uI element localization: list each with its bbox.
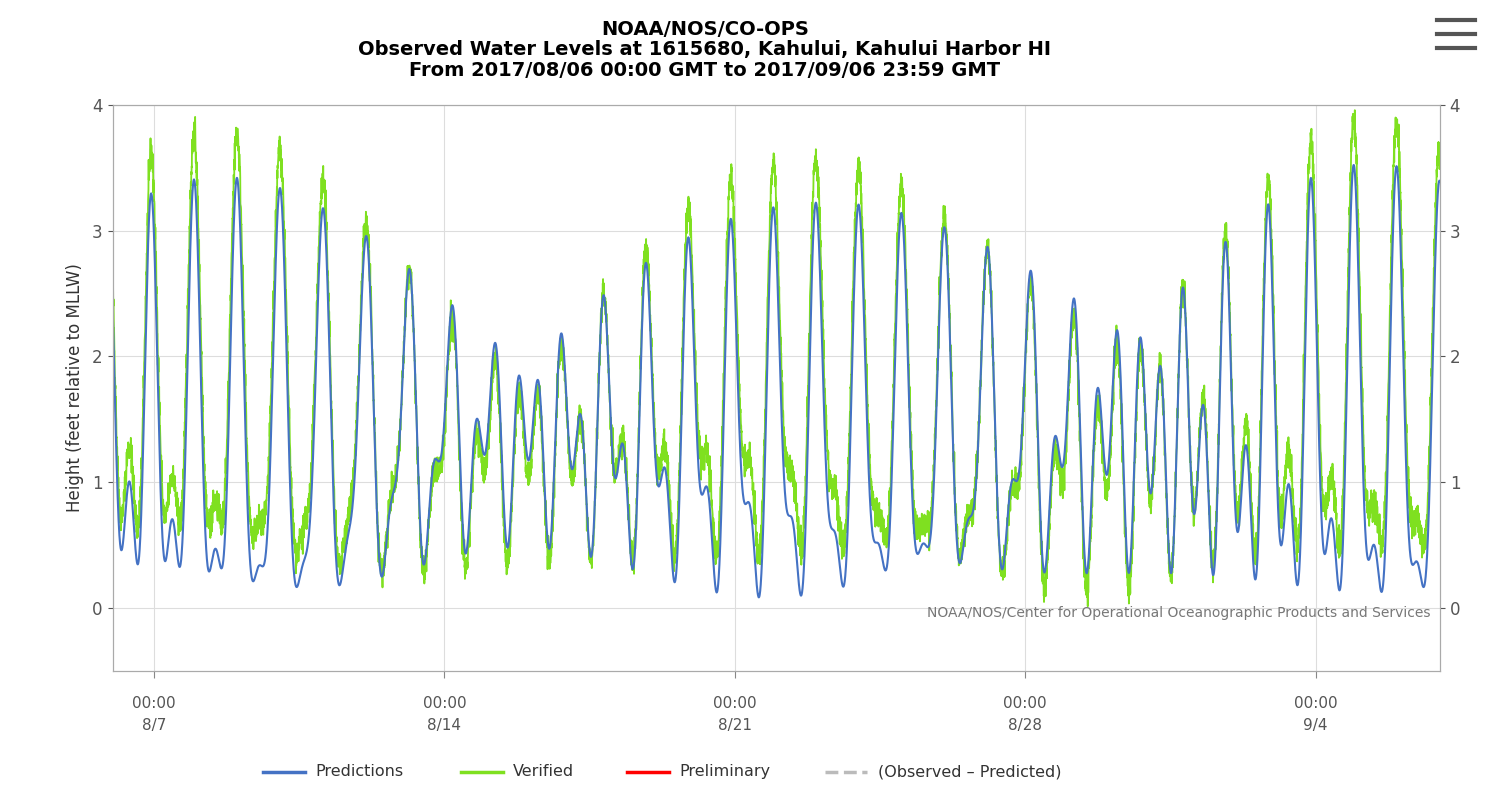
Text: NOAA/NOS/CO-OPS: NOAA/NOS/CO-OPS — [602, 20, 808, 40]
Text: Verified: Verified — [513, 764, 574, 779]
Text: Preliminary: Preliminary — [680, 764, 771, 779]
Text: NOAA/NOS/Center for Operational Oceanographic Products and Services: NOAA/NOS/Center for Operational Oceanogr… — [927, 606, 1431, 620]
Text: Observed Water Levels at 1615680, Kahului, Kahului Harbor HI: Observed Water Levels at 1615680, Kahulu… — [358, 40, 1052, 60]
Text: 00:00: 00:00 — [1004, 696, 1047, 711]
Y-axis label: Height (feet relative to MLLW): Height (feet relative to MLLW) — [66, 263, 84, 512]
Text: (Observed – Predicted): (Observed – Predicted) — [878, 764, 1060, 779]
Text: 00:00: 00:00 — [132, 696, 176, 711]
Text: Predictions: Predictions — [315, 764, 404, 779]
Text: 9/4: 9/4 — [1304, 718, 1328, 733]
Text: From 2017/08/06 00:00 GMT to 2017/09/06 23:59 GMT: From 2017/08/06 00:00 GMT to 2017/09/06 … — [410, 61, 1000, 80]
Text: 8/28: 8/28 — [1008, 718, 1042, 733]
Text: 8/14: 8/14 — [427, 718, 462, 733]
Text: 00:00: 00:00 — [1294, 696, 1338, 711]
Text: 8/7: 8/7 — [142, 718, 166, 733]
Text: 8/21: 8/21 — [718, 718, 752, 733]
Text: 00:00: 00:00 — [712, 696, 756, 711]
Text: 00:00: 00:00 — [423, 696, 466, 711]
